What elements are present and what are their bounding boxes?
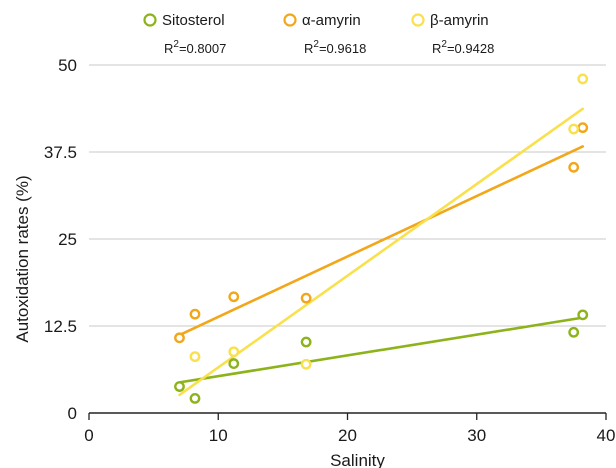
legend-item-2: β-amyrin R2=0.9428 — [411, 12, 494, 56]
data-points — [174, 73, 589, 404]
trendline-series-1 — [178, 145, 585, 337]
data-point-series-0 — [228, 358, 240, 369]
r-squared-value: =0.9428 — [447, 41, 494, 56]
x-axis-title: Salinity — [330, 451, 385, 468]
x-axis-ticks: 0 10 20 30 40 — [84, 413, 615, 445]
x-tick-label: 20 — [338, 426, 357, 445]
gridlines — [89, 64, 606, 327]
data-point-series-1 — [189, 308, 201, 320]
r-squared-symbol: R — [432, 41, 441, 56]
r-squared-symbol: R — [304, 41, 313, 56]
data-point-series-2 — [577, 73, 589, 85]
data-point-series-2 — [228, 346, 240, 358]
data-point-series-0 — [189, 392, 201, 404]
legend-label: Sitosterol — [162, 12, 225, 29]
data-point-series-1 — [577, 122, 589, 134]
data-point-series-2 — [189, 351, 201, 363]
r-squared-symbol: R — [164, 41, 173, 56]
data-point-series-2 — [568, 123, 580, 135]
legend-label: α-amyrin — [302, 12, 361, 29]
x-tick-label: 40 — [597, 426, 616, 445]
legend-item-0: Sitosterol R2=0.8007 — [143, 12, 226, 56]
y-axis-title: Autoxidation rates (%) — [13, 175, 32, 342]
r-squared-label: R2=0.8007 — [164, 39, 226, 56]
x-tick-label: 0 — [84, 426, 93, 445]
x-tick-label: 30 — [467, 426, 486, 445]
data-point-series-0 — [300, 336, 312, 348]
y-tick-label: 0 — [68, 404, 77, 423]
y-tick-label: 25 — [58, 230, 77, 249]
legend-marker — [283, 13, 297, 27]
r-squared-exponent: 2 — [173, 39, 179, 50]
legend-item-1: α-amyrin R2=0.9618 — [283, 12, 366, 56]
data-point-series-0 — [568, 326, 580, 338]
y-tick-label: 50 — [58, 56, 77, 75]
y-tick-label: 37.5 — [44, 143, 77, 162]
r-squared-exponent: 2 — [441, 39, 447, 50]
data-point-series-0 — [174, 381, 185, 392]
trendline-series-0 — [178, 316, 585, 384]
r-squared-value: =0.8007 — [179, 41, 226, 56]
trendlines — [178, 107, 585, 397]
x-tick-label: 10 — [209, 426, 228, 445]
legend-marker — [143, 13, 157, 27]
data-point-series-1 — [174, 332, 185, 344]
r-squared-label: R2=0.9618 — [304, 39, 366, 56]
legend-label: β-amyrin — [430, 12, 489, 29]
r-squared-value: =0.9618 — [319, 41, 366, 56]
data-point-series-1 — [228, 291, 240, 303]
data-point-series-2 — [300, 358, 312, 370]
y-tick-label: 12.5 — [44, 317, 77, 336]
r-squared-exponent: 2 — [313, 39, 319, 50]
r-squared-label: R2=0.9428 — [432, 39, 494, 56]
data-point-series-0 — [577, 309, 589, 321]
legend: SitosterolR2=0.8007α-amyrinR2=0.9618β-am… — [143, 12, 494, 56]
legend-marker — [411, 13, 425, 27]
trendline-series-2 — [178, 107, 585, 397]
data-point-series-1 — [300, 292, 312, 304]
y-axis-ticks: 0 12.5 25 37.5 50 — [44, 56, 77, 423]
data-point-series-1 — [568, 161, 580, 173]
